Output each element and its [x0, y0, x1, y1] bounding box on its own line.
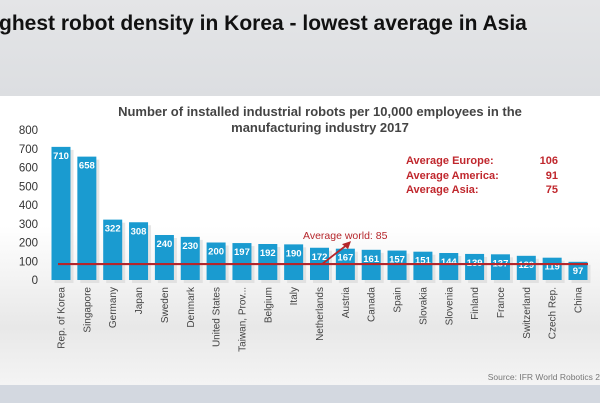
x-tick-label: Denmark — [186, 286, 197, 328]
average-world-label: Average world: 85 — [303, 230, 388, 242]
x-tick-label: Finland — [470, 287, 481, 320]
x-tick-label: Japan — [134, 287, 145, 314]
x-tick-label: Germany — [108, 287, 119, 328]
data-label: 172 — [312, 252, 328, 263]
y-tick-label: 800 — [19, 125, 38, 137]
bar — [206, 242, 226, 280]
x-tick-label: Taiwan, Prov... — [237, 287, 248, 352]
data-label: 710 — [53, 151, 69, 162]
x-tick-label: Austria — [341, 287, 352, 319]
data-label: 161 — [363, 254, 380, 265]
data-label: 119 — [544, 262, 559, 273]
y-tick-label: 700 — [19, 144, 38, 156]
average-asia: Average Asia: 75 — [406, 183, 558, 198]
bar — [439, 253, 459, 280]
data-label: 157 — [389, 255, 405, 266]
x-tick-label: Slovakia — [418, 287, 429, 325]
data-label: 97 — [573, 266, 584, 277]
x-tick-label: China — [574, 287, 585, 314]
data-label: 230 — [182, 241, 198, 252]
bar — [413, 251, 433, 280]
x-tick-label: Belgium — [263, 287, 274, 323]
data-label: 190 — [286, 248, 302, 259]
slide-headline: ghest robot density in Korea - lowest av… — [0, 12, 527, 35]
x-tick-label: Netherlands — [315, 287, 326, 341]
x-tick-label: France — [496, 287, 507, 319]
data-label: 129 — [518, 260, 534, 271]
arrow-head-icon — [342, 241, 351, 250]
x-tick-label: Spain — [393, 287, 404, 313]
chart-title-line-1: Number of installed industrial robots pe… — [118, 104, 522, 119]
y-tick-label: 100 — [19, 256, 38, 268]
chart-title: Number of installed industrial robots pe… — [60, 104, 580, 136]
x-tick-label: Switzerland — [522, 287, 533, 339]
annotation-arrow — [321, 243, 349, 265]
y-tick-label: 300 — [19, 219, 38, 231]
x-tick-label: Slovenia — [444, 287, 455, 326]
header-band: ghest robot density in Korea - lowest av… — [0, 0, 600, 96]
x-tick-label: Italy — [289, 287, 300, 305]
x-tick-label: Singapore — [82, 287, 93, 333]
data-label: 658 — [79, 161, 95, 172]
bar — [387, 250, 407, 280]
average-label: Average Asia: — [406, 184, 479, 196]
bar — [465, 253, 485, 280]
average-value: 106 — [539, 155, 558, 167]
average-europe: Average Europe: 106 — [406, 154, 558, 169]
data-label: 151 — [415, 256, 432, 267]
average-label: Average America: — [406, 169, 499, 182]
bar — [180, 236, 200, 280]
data-label: 322 — [105, 224, 121, 235]
data-label: 167 — [337, 253, 353, 264]
data-label: 192 — [260, 248, 276, 259]
data-label: 240 — [156, 239, 172, 250]
bar — [232, 243, 252, 280]
data-label: 197 — [234, 247, 250, 258]
bar — [568, 261, 588, 280]
x-tick-label: Canada — [367, 287, 378, 322]
bar — [154, 235, 174, 280]
chart-title-line-2: manufacturing industry 2017 — [231, 120, 409, 135]
regional-averages: Average Europe: 106 Average America: 91 Av… — [406, 154, 558, 198]
bar — [516, 255, 536, 280]
x-tick-label: Rep. of Korea — [57, 287, 68, 349]
y-tick-label: 200 — [19, 238, 38, 250]
average-value: 91 — [545, 169, 558, 182]
chart-panel — [0, 96, 600, 385]
x-tick-label: Czech Rep. — [548, 287, 559, 339]
footer-band — [0, 385, 600, 403]
y-tick-label: 600 — [19, 163, 38, 175]
data-label: 144 — [441, 257, 458, 268]
bar — [129, 222, 149, 280]
bar — [490, 254, 510, 280]
average-value: 75 — [545, 184, 558, 196]
data-label: 200 — [208, 247, 224, 258]
bar — [284, 244, 304, 280]
x-tick-label: Sweden — [160, 287, 171, 323]
average-label: Average Europe: — [406, 155, 494, 167]
bar — [258, 244, 278, 280]
y-tick-label: 0 — [32, 275, 38, 287]
source-note: Source: IFR World Robotics 2 — [487, 372, 600, 382]
x-tick-label: United States — [212, 287, 223, 347]
bar — [51, 146, 71, 280]
data-label: 308 — [131, 226, 147, 237]
y-tick-label: 400 — [19, 200, 38, 212]
average-america: Average America: 91 — [406, 169, 558, 184]
bar — [77, 156, 97, 280]
y-tick-label: 500 — [19, 181, 38, 193]
